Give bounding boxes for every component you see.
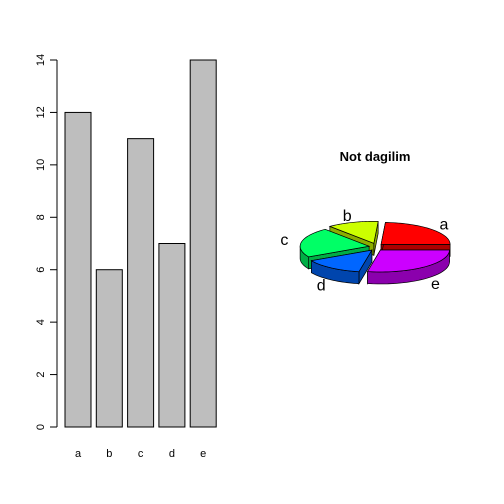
pie-slice-e xyxy=(366,248,450,285)
y-tick-label: 12 xyxy=(35,106,47,118)
pie-chart: Not dagilim a b c d e xyxy=(280,149,451,294)
pie-labels: a b c d e xyxy=(280,208,448,294)
y-tick-label: 10 xyxy=(35,159,47,171)
pie-label-c: c xyxy=(280,232,288,249)
x-tick-label: a xyxy=(75,448,82,460)
bar-b xyxy=(95,269,123,428)
bar-d xyxy=(158,243,186,428)
pie-slices xyxy=(299,220,451,285)
y-tick-label: 8 xyxy=(35,214,47,220)
y-tick-label: 0 xyxy=(35,424,47,430)
bar-chart: 0 2 4 6 8 10 12 14 a b c d e xyxy=(35,54,217,460)
y-tick-label: 14 xyxy=(35,54,47,66)
y-axis: 0 2 4 6 8 10 12 14 xyxy=(35,54,58,430)
pie-label-b: b xyxy=(343,208,352,225)
pie-label-a: a xyxy=(440,217,449,234)
x-tick-label: d xyxy=(169,448,175,460)
bar-e xyxy=(189,59,217,428)
bar-a xyxy=(64,111,92,428)
pie-slice-d xyxy=(310,248,373,285)
bar-c xyxy=(127,138,155,428)
pie-label-d: d xyxy=(317,277,326,294)
bar-series xyxy=(64,59,217,428)
y-tick-label: 4 xyxy=(35,319,47,325)
x-tick-labels: a b c d e xyxy=(75,448,206,460)
x-tick-label: e xyxy=(200,448,206,460)
x-tick-label: c xyxy=(138,448,144,460)
pie-title: Not dagilim xyxy=(340,149,411,164)
pie-label-e: e xyxy=(431,276,440,293)
y-tick-label: 2 xyxy=(35,372,47,378)
y-tick-label: 6 xyxy=(35,267,47,273)
x-tick-label: b xyxy=(106,448,112,460)
